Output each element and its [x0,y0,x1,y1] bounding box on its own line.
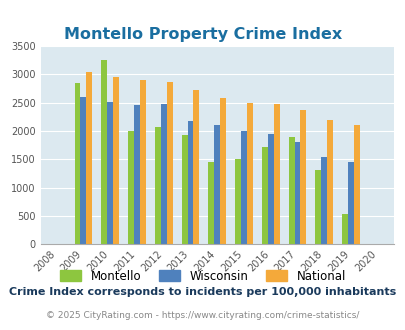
Bar [101,60,107,244]
Bar [234,159,241,244]
Bar [320,156,326,244]
Bar [193,90,199,244]
Bar [113,77,119,244]
Text: Crime Index corresponds to incidents per 100,000 inhabitants: Crime Index corresponds to incidents per… [9,287,396,297]
Bar [353,125,359,244]
Bar [267,134,273,244]
Bar [208,162,214,244]
Bar [214,125,220,244]
Bar [181,135,187,244]
Bar [315,170,320,244]
Bar [134,105,140,244]
Bar [160,104,166,244]
Bar [288,137,294,244]
Bar [86,72,92,244]
Bar [241,131,246,244]
Bar [341,214,347,244]
Bar [273,105,279,244]
Text: Montello Property Crime Index: Montello Property Crime Index [64,27,341,42]
Bar [261,147,267,244]
Bar [347,162,353,244]
Bar [154,127,160,244]
Bar [166,82,172,244]
Bar [107,102,113,244]
Bar [220,98,226,244]
Bar [75,83,80,244]
Bar [187,121,193,244]
Legend: Montello, Wisconsin, National: Montello, Wisconsin, National [55,265,350,287]
Bar [140,80,145,244]
Bar [80,97,86,244]
Bar [300,110,305,244]
Bar [294,142,300,244]
Bar [128,131,134,244]
Bar [326,120,332,244]
Bar [246,103,252,244]
Text: © 2025 CityRating.com - https://www.cityrating.com/crime-statistics/: © 2025 CityRating.com - https://www.city… [46,311,359,320]
